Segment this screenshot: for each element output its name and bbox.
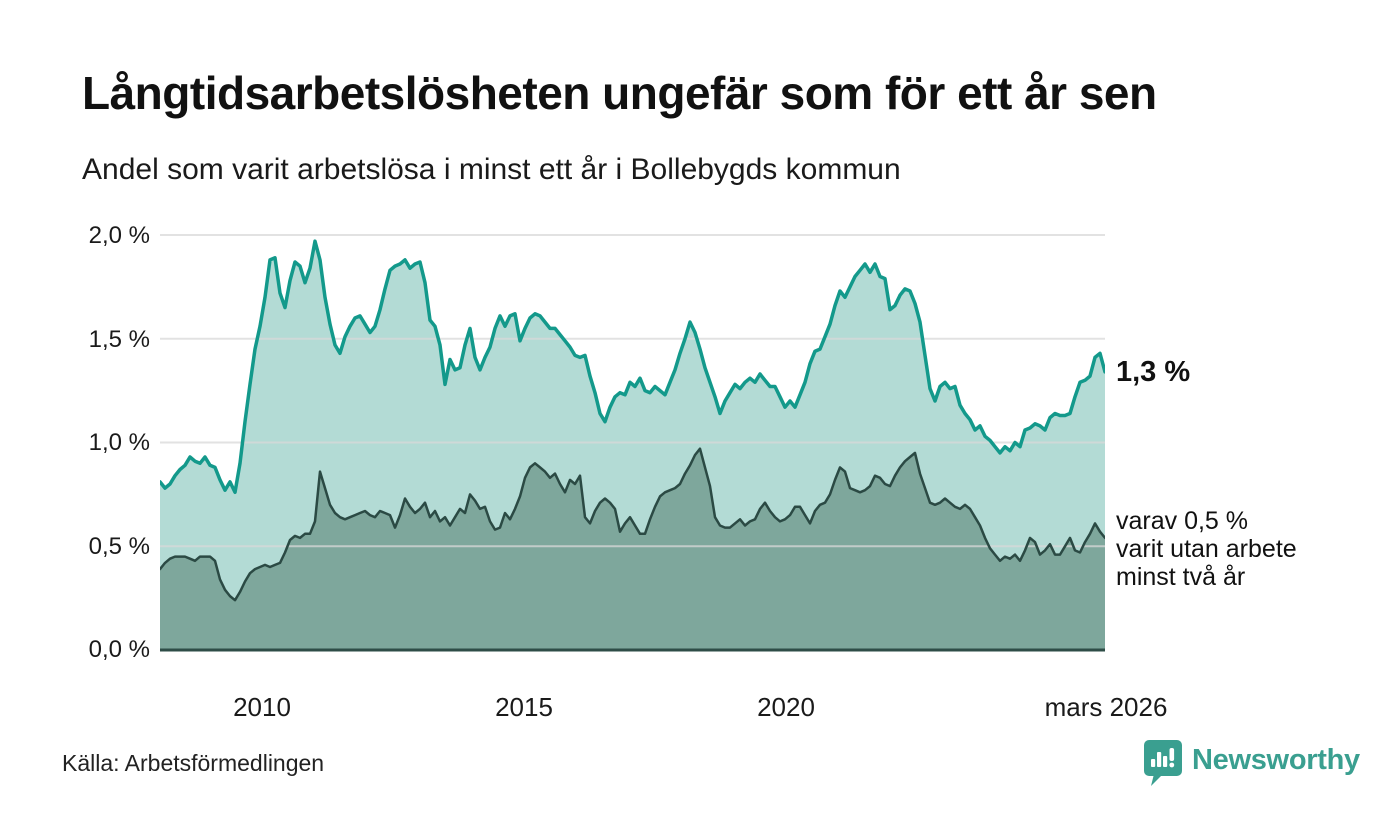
page-subtitle: Andel som varit arbetslösa i minst ett å… — [82, 153, 901, 186]
series-line-0 — [160, 239, 1105, 495]
source-credit: Källa: Arbetsförmedlingen — [62, 750, 325, 776]
area-chart-plot — [160, 234, 1105, 652]
newsworthy-logo: Newsworthy — [1144, 740, 1360, 790]
latest-value-label: 1,3 % — [1116, 356, 1191, 388]
y-axis-tick: 2,0 % — [88, 222, 150, 249]
two-year-annotation: varav 0,5 % varit utan arbete minst två … — [1116, 507, 1297, 591]
x-axis-tick: 2010 — [233, 692, 291, 722]
newsworthy-badge-icon — [1144, 740, 1182, 786]
x-axis-tick: 2020 — [757, 692, 815, 722]
y-axis-tick: 0,5 % — [88, 533, 150, 560]
x-axis-tick: mars 2026 — [1044, 692, 1168, 722]
y-axis-tick: 0,0 % — [88, 636, 150, 663]
page-title: Långtidsarbetslösheten ungefär som för e… — [82, 67, 1157, 119]
y-axis-tick: 1,5 % — [88, 326, 150, 353]
y-axis-tick: 1,0 % — [88, 429, 150, 456]
two-year-annotation-line: varit utan arbete — [1116, 535, 1297, 563]
two-year-annotation-line: minst två år — [1116, 563, 1246, 591]
series-area-1 — [160, 448, 1105, 650]
series-line-1 — [160, 447, 1105, 602]
x-axis-tick: 2015 — [495, 692, 553, 722]
two-year-annotation-line: varav 0,5 % — [1116, 507, 1249, 535]
newsworthy-wordmark: Newsworthy — [1192, 744, 1360, 776]
